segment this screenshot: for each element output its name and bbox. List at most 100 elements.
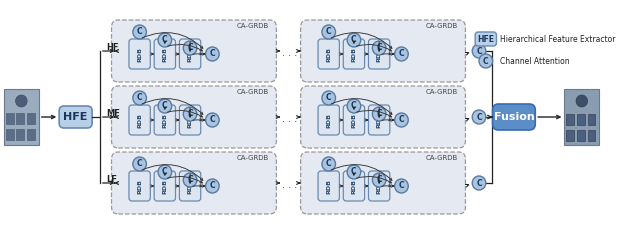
Text: CA-GRDB: CA-GRDB — [236, 23, 269, 29]
Text: C: C — [188, 176, 193, 184]
Text: C: C — [399, 182, 404, 190]
Text: C: C — [476, 179, 482, 187]
Bar — [4, 89, 39, 145]
FancyBboxPatch shape — [154, 105, 175, 135]
Text: C: C — [137, 28, 143, 37]
FancyBboxPatch shape — [129, 171, 150, 201]
Text: RDB: RDB — [351, 113, 356, 128]
Text: RDB: RDB — [163, 113, 167, 128]
FancyBboxPatch shape — [369, 171, 390, 201]
Bar — [577, 130, 585, 141]
Text: RDB: RDB — [377, 179, 381, 194]
Text: Channel Attention: Channel Attention — [500, 56, 570, 66]
Text: C: C — [188, 110, 193, 118]
Text: C: C — [209, 116, 215, 124]
Circle shape — [372, 41, 386, 55]
Text: . . .: . . . — [282, 48, 298, 58]
Text: C: C — [399, 50, 404, 58]
Circle shape — [158, 165, 172, 179]
Circle shape — [158, 33, 172, 47]
Text: RDB: RDB — [137, 113, 142, 128]
Text: C: C — [209, 50, 215, 58]
Circle shape — [472, 110, 486, 124]
Text: CA-GRDB: CA-GRDB — [426, 89, 458, 95]
FancyBboxPatch shape — [111, 152, 276, 214]
Circle shape — [322, 25, 335, 39]
Circle shape — [395, 179, 408, 193]
Text: HFE: HFE — [63, 112, 88, 122]
Text: RDB: RDB — [377, 47, 381, 62]
Circle shape — [347, 165, 361, 179]
Text: C: C — [162, 36, 168, 44]
Bar — [564, 89, 599, 145]
Text: RDB: RDB — [188, 113, 193, 128]
Text: . . .: . . . — [282, 180, 298, 190]
Text: MF: MF — [107, 110, 120, 118]
Text: RDB: RDB — [351, 179, 356, 194]
FancyBboxPatch shape — [129, 39, 150, 69]
Bar — [577, 114, 585, 125]
Text: C: C — [351, 36, 356, 44]
Text: C: C — [376, 176, 382, 184]
Circle shape — [158, 99, 172, 113]
Text: CA-GRDB: CA-GRDB — [426, 155, 458, 161]
FancyBboxPatch shape — [129, 105, 150, 135]
Text: RDB: RDB — [137, 179, 142, 194]
Text: HFE: HFE — [477, 34, 494, 44]
Text: CA-GRDB: CA-GRDB — [236, 155, 269, 161]
Text: C: C — [188, 44, 193, 52]
Circle shape — [183, 107, 197, 121]
Circle shape — [472, 44, 486, 58]
Circle shape — [322, 91, 335, 105]
Circle shape — [479, 54, 493, 68]
Circle shape — [205, 179, 219, 193]
FancyBboxPatch shape — [154, 39, 175, 69]
FancyBboxPatch shape — [369, 105, 390, 135]
FancyBboxPatch shape — [318, 105, 339, 135]
FancyBboxPatch shape — [343, 39, 365, 69]
Circle shape — [183, 41, 197, 55]
Bar — [27, 113, 35, 124]
Text: C: C — [326, 94, 332, 102]
Bar — [6, 113, 13, 124]
FancyBboxPatch shape — [318, 171, 339, 201]
Text: C: C — [351, 102, 356, 110]
FancyBboxPatch shape — [111, 86, 276, 148]
FancyBboxPatch shape — [111, 20, 276, 82]
FancyBboxPatch shape — [179, 171, 201, 201]
FancyBboxPatch shape — [493, 104, 535, 130]
Bar — [6, 129, 13, 140]
Circle shape — [205, 47, 219, 61]
Text: C: C — [351, 168, 356, 176]
Text: CA-GRDB: CA-GRDB — [236, 89, 269, 95]
Text: HF: HF — [107, 44, 119, 52]
Text: RDB: RDB — [163, 47, 167, 62]
Circle shape — [15, 95, 27, 107]
Circle shape — [576, 95, 588, 107]
FancyBboxPatch shape — [179, 105, 201, 135]
Bar — [17, 129, 24, 140]
Circle shape — [133, 91, 147, 105]
Text: RDB: RDB — [351, 47, 356, 62]
Bar — [588, 114, 595, 125]
Text: RDB: RDB — [326, 113, 332, 128]
Text: C: C — [476, 113, 482, 121]
FancyBboxPatch shape — [154, 171, 175, 201]
FancyBboxPatch shape — [343, 105, 365, 135]
Circle shape — [472, 176, 486, 190]
Text: RDB: RDB — [188, 47, 193, 62]
Text: C: C — [376, 110, 382, 118]
Text: . . .: . . . — [282, 114, 298, 124]
Circle shape — [183, 173, 197, 187]
Circle shape — [372, 107, 386, 121]
Text: Hierarchical Feature Extractor: Hierarchical Feature Extractor — [500, 34, 616, 44]
Circle shape — [322, 157, 335, 171]
Bar — [588, 130, 595, 141]
Text: C: C — [483, 56, 488, 66]
Text: C: C — [376, 44, 382, 52]
Circle shape — [347, 99, 361, 113]
Bar — [566, 130, 574, 141]
Text: RDB: RDB — [326, 179, 332, 194]
FancyBboxPatch shape — [369, 39, 390, 69]
Circle shape — [372, 173, 386, 187]
